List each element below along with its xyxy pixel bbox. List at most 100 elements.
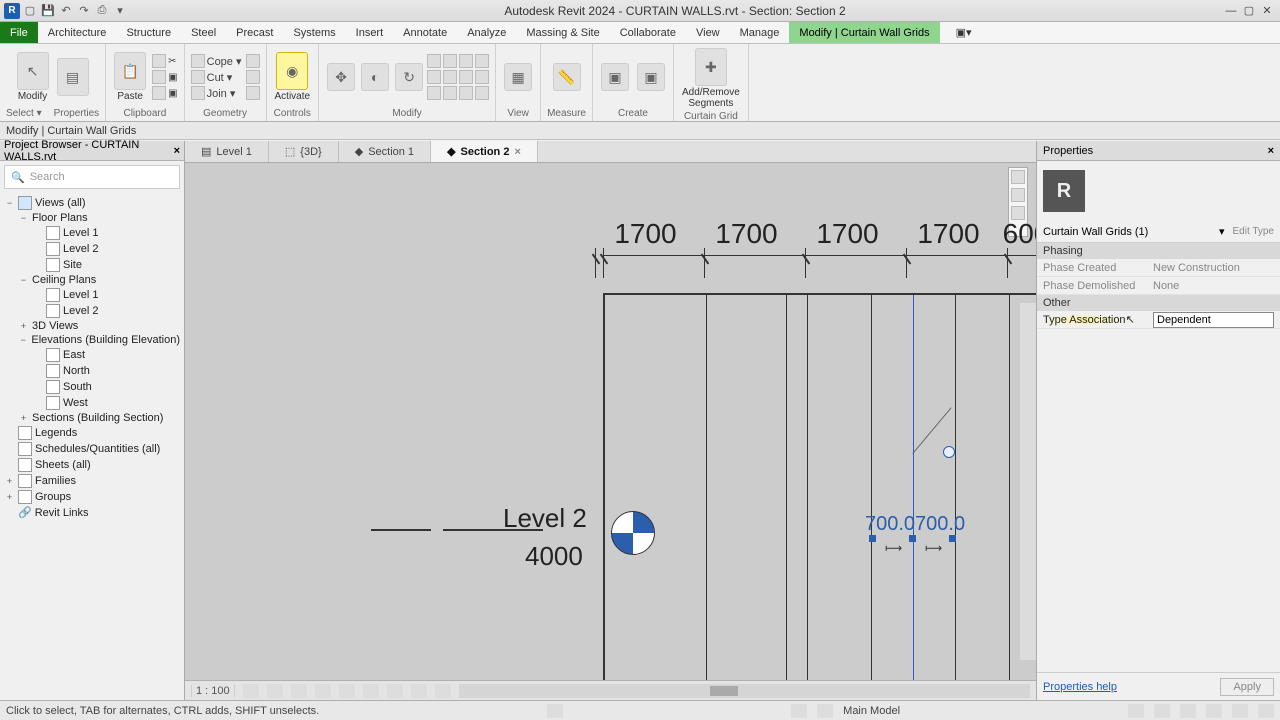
view-button[interactable]: ▦ (502, 61, 534, 93)
trim-button[interactable] (443, 54, 457, 68)
tab-analyze[interactable]: Analyze (457, 22, 516, 43)
tab-annotate[interactable]: Annotate (393, 22, 457, 43)
design-options-icon[interactable] (817, 704, 833, 718)
tab-systems[interactable]: Systems (283, 22, 345, 43)
align-button[interactable] (427, 54, 441, 68)
tree-floor-plans[interactable]: Floor Plans (32, 212, 88, 224)
modify-button[interactable]: ↖Modify (15, 50, 51, 104)
status-icon[interactable] (547, 704, 563, 718)
grip-icon[interactable] (869, 535, 876, 542)
qat-more-icon[interactable]: ▾ (112, 3, 128, 19)
sun-icon[interactable] (291, 684, 307, 698)
filter-icon[interactable] (1258, 704, 1274, 718)
tree-fp-site[interactable]: Site (63, 259, 82, 271)
tree-ceiling-plans[interactable]: Ceiling Plans (32, 274, 96, 286)
mullion-line[interactable] (706, 295, 707, 680)
geom-opt3-button[interactable] (246, 86, 260, 100)
scale-button[interactable] (459, 54, 473, 68)
grip-icon[interactable] (949, 535, 956, 542)
tab-insert[interactable]: Insert (346, 22, 394, 43)
tree-elev-west[interactable]: West (63, 397, 88, 409)
level-line[interactable] (371, 529, 633, 530)
select-pinned-icon[interactable] (1180, 704, 1196, 718)
tab-collaborate[interactable]: Collaborate (610, 22, 686, 43)
viewtab-3d[interactable]: ⬚{3D} (269, 141, 339, 162)
pin-button[interactable] (459, 70, 473, 84)
mullion-line[interactable] (871, 295, 872, 680)
v-scrollbar[interactable] (1020, 303, 1036, 660)
level-name[interactable]: Level 2 (503, 503, 587, 534)
browser-search-input[interactable]: 🔍Search (4, 165, 180, 189)
tree-views[interactable]: Views (all) (35, 197, 86, 209)
tab-steel[interactable]: Steel (181, 22, 226, 43)
array-button[interactable] (443, 86, 457, 100)
crop-icon[interactable] (339, 684, 355, 698)
cut-geom-button[interactable]: Cut ▾ (191, 70, 242, 84)
tab-file[interactable]: File (0, 22, 38, 43)
move-button[interactable]: ✥ (325, 61, 357, 93)
reveal-icon[interactable] (411, 684, 427, 698)
h-scrollbar[interactable] (459, 684, 1030, 698)
tab-architecture[interactable]: Architecture (38, 22, 117, 43)
tree-legends[interactable]: Legends (35, 427, 77, 439)
level-elev[interactable]: 4000 (525, 541, 583, 572)
match-button[interactable]: ▣ (152, 86, 177, 100)
tree-elev-east[interactable]: East (63, 349, 85, 361)
measure-button[interactable]: 📏 (551, 61, 583, 93)
join-button[interactable]: Join ▾ (191, 86, 242, 100)
shadows-icon[interactable] (315, 684, 331, 698)
tree-fp-level2[interactable]: Level 2 (63, 243, 98, 255)
type-association-input[interactable] (1153, 312, 1274, 328)
offset-button[interactable] (427, 86, 441, 100)
browser-close-icon[interactable]: × (174, 145, 180, 157)
drag-icon[interactable] (1232, 704, 1248, 718)
detail-level-icon[interactable] (243, 684, 259, 698)
tab-massing[interactable]: Massing & Site (516, 22, 609, 43)
split-button[interactable] (443, 70, 457, 84)
tab-view[interactable]: View (686, 22, 730, 43)
tab-structure[interactable]: Structure (116, 22, 181, 43)
tree-groups[interactable]: Groups (35, 491, 71, 503)
select-links-icon[interactable] (1128, 704, 1144, 718)
hide-icon[interactable] (387, 684, 403, 698)
paste-button[interactable]: 📋Paste (112, 50, 148, 104)
activate-button[interactable]: ◉Activate (273, 50, 313, 104)
select-underlay-icon[interactable] (1154, 704, 1170, 718)
tree-families[interactable]: Families (35, 475, 76, 487)
save-icon[interactable]: 💾 (40, 3, 56, 19)
tree-elev-north[interactable]: North (63, 365, 90, 377)
mullion-line[interactable] (786, 295, 787, 680)
main-model-label[interactable]: Main Model (843, 705, 900, 717)
undo-icon[interactable]: ↶ (58, 3, 74, 19)
print-icon[interactable]: ⎙ (94, 3, 110, 19)
temp-hide-icon[interactable] (435, 684, 451, 698)
worksets-icon[interactable] (791, 704, 807, 718)
tree-revit-links[interactable]: Revit Links (35, 507, 89, 519)
select-face-icon[interactable] (1206, 704, 1222, 718)
cut-clipboard-button[interactable]: ✂ (152, 54, 177, 68)
tab-precast[interactable]: Precast (226, 22, 283, 43)
cope-button[interactable]: Cope ▾ (191, 54, 242, 68)
type-selector[interactable]: Curtain Wall Grids (1) (1043, 226, 1219, 238)
temp-dimension[interactable]: 700.0700.0 (865, 513, 965, 536)
mirror-button[interactable] (427, 70, 441, 84)
tree-cp-level1[interactable]: Level 1 (63, 289, 98, 301)
tab-manage[interactable]: Manage (730, 22, 790, 43)
mod-b-button[interactable] (475, 70, 489, 84)
tree-elevations[interactable]: Elevations (Building Elevation) (31, 334, 180, 346)
type-properties-button[interactable]: ▤ (55, 56, 91, 98)
crop-region-icon[interactable] (363, 684, 379, 698)
visual-style-icon[interactable] (267, 684, 283, 698)
drawing-canvas[interactable]: 1700 1700 1700 1700 600 (185, 163, 1036, 680)
geom-opt2-button[interactable] (246, 70, 260, 84)
apply-button[interactable]: Apply (1220, 678, 1274, 696)
properties-close-icon[interactable]: × (1268, 145, 1274, 157)
copy-clipboard-button[interactable]: ▣ (152, 70, 177, 84)
properties-help-link[interactable]: Properties help (1043, 681, 1117, 693)
delete-button[interactable] (459, 86, 473, 100)
close-icon[interactable]: ✕ (1258, 3, 1276, 19)
type-dropdown-icon[interactable]: ▾ (1219, 225, 1225, 238)
tree-schedules[interactable]: Schedules/Quantities (all) (35, 443, 160, 455)
view-scale[interactable]: 1 : 100 (191, 685, 235, 697)
geom-opt1-button[interactable] (246, 54, 260, 68)
